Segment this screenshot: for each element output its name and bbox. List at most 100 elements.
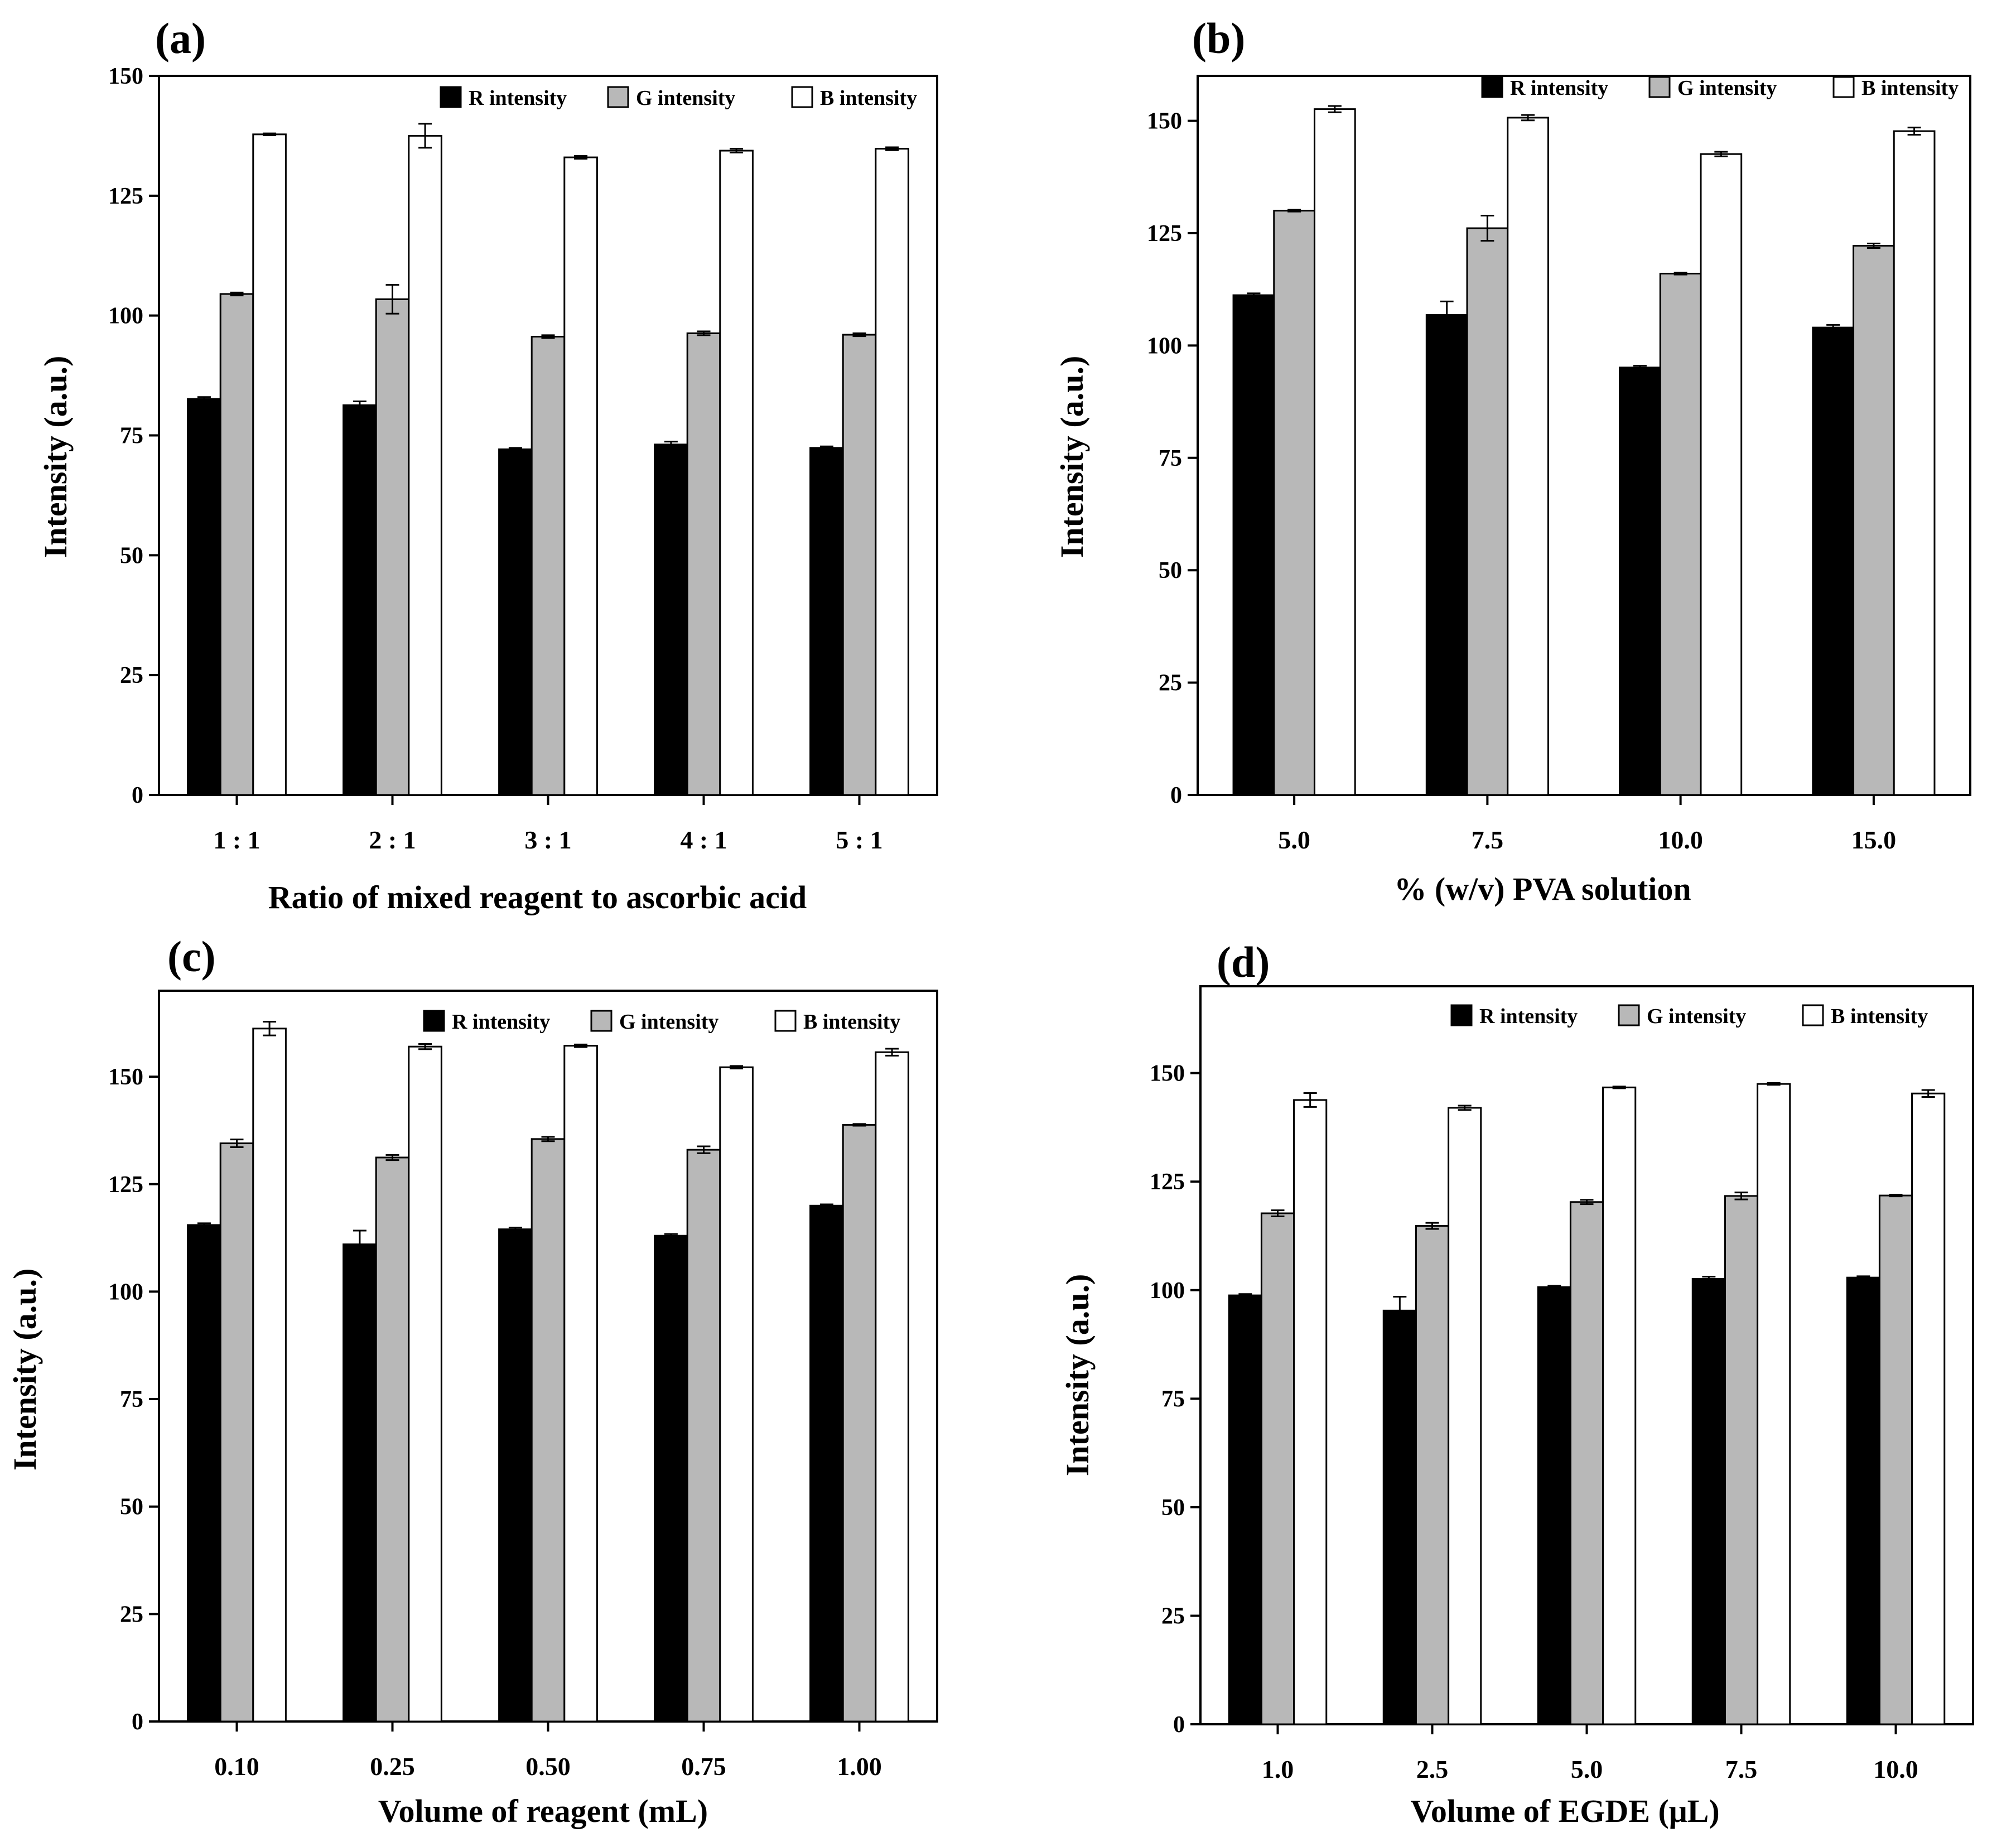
legend-swatch-b — [1802, 1004, 1824, 1026]
bar-b-intensity — [1293, 1099, 1328, 1725]
bar-r-intensity — [1425, 314, 1468, 796]
legend-swatch-g — [1648, 76, 1671, 98]
bar-r-intensity — [187, 1224, 221, 1723]
legend-swatch-g — [590, 1010, 612, 1032]
bar-r-intensity — [1812, 326, 1855, 796]
bar-b-intensity — [875, 148, 909, 796]
bar-b-intensity — [252, 1028, 287, 1723]
bar-g-intensity — [530, 1138, 566, 1723]
bar-g-intensity — [1260, 1212, 1295, 1725]
y-tick-label: 150 — [108, 64, 143, 89]
bar-r-intensity — [654, 1234, 688, 1723]
legend-label: G intensity — [619, 1010, 718, 1034]
bar-r-intensity — [1537, 1286, 1571, 1725]
bar-g-intensity — [1724, 1195, 1759, 1725]
bar-r-intensity — [1846, 1276, 1880, 1725]
legend-swatch-b — [1832, 76, 1855, 98]
legend-swatch-r — [1481, 76, 1503, 98]
legend-swatch-b — [774, 1010, 797, 1032]
bar-g-intensity — [1415, 1225, 1450, 1725]
bar-b-intensity — [719, 150, 754, 796]
bar-r-intensity — [809, 447, 844, 796]
bar-b-intensity — [1700, 153, 1743, 796]
x-tick-label: 10.0 — [1873, 1755, 1918, 1783]
bar-r-intensity — [654, 443, 688, 796]
x-tick-label: 2 : 1 — [369, 826, 416, 854]
bar-g-intensity — [686, 332, 721, 796]
y-tick-label: 125 — [108, 1172, 143, 1198]
y-tick-label: 50 — [120, 543, 143, 568]
panel-d: (d) 0 25 50 75 100 125 150 1.0 2.5 5.0 7.5 10.0 R in… — [1008, 924, 2016, 1847]
bar-g-intensity — [219, 293, 254, 796]
x-axis-label: Ratio of mixed reagent to ascorbic acid — [268, 879, 807, 915]
y-axis-label: Intensity (a.u.) — [1059, 1274, 1096, 1477]
legend-swatch-r — [440, 86, 462, 108]
chart-svg: 0 25 50 75 100 125 150 5.0 7.5 10.0 15.0 R intensit… — [1147, 75, 1971, 854]
x-tick-label: 0.50 — [525, 1752, 571, 1781]
legend-swatch-r — [1450, 1004, 1473, 1026]
y-tick-label: 25 — [120, 663, 143, 688]
bar-r-intensity — [1382, 1309, 1417, 1725]
bar-r-intensity — [1228, 1294, 1262, 1725]
legend-label: R intensity — [1479, 1005, 1578, 1028]
x-tick-label: 0.75 — [681, 1752, 726, 1781]
bar-g-intensity — [686, 1149, 721, 1723]
legend-label: G intensity — [1647, 1005, 1746, 1028]
y-tick-label: 50 — [1161, 1495, 1185, 1521]
y-tick-label: 100 — [108, 1279, 143, 1305]
y-tick-label: 25 — [1159, 671, 1182, 696]
y-axis-label: Intensity (a.u.) — [37, 355, 74, 558]
legend-label: B intensity — [1861, 76, 1959, 100]
y-tick-label: 75 — [1161, 1386, 1185, 1412]
y-tick-label: 0 — [1170, 783, 1182, 808]
y-tick-label: 50 — [120, 1494, 143, 1520]
panel-label: (d) — [1217, 938, 1270, 986]
panel-c: (c) 0 25 50 75 100 125 150 0.10 0.25 0.50 0.75 1.00… — [0, 924, 1008, 1847]
x-axis-label: Volume of reagent (mL) — [378, 1793, 708, 1829]
bar-r-intensity — [1232, 294, 1275, 796]
panel-a: (a) 0 25 50 75 100 125 150 1 : 1 2 : 1 3 : 1 4 : 1… — [0, 0, 1008, 924]
y-axis-label: Intensity (a.u.) — [7, 1268, 43, 1471]
legend-label: R intensity — [452, 1010, 550, 1034]
legend-label: B intensity — [820, 86, 917, 110]
panel-label: (b) — [1192, 14, 1246, 62]
bar-b-intensity — [1507, 117, 1549, 796]
y-tick-label: 25 — [120, 1602, 143, 1627]
y-tick-label: 0 — [1173, 1712, 1185, 1738]
y-tick-label: 125 — [1147, 221, 1182, 247]
bar-r-intensity — [187, 398, 221, 796]
x-tick-label: 2.5 — [1416, 1755, 1449, 1783]
chart-svg: 0 25 50 75 100 125 150 1.0 2.5 5.0 7.5 10.0 R intens… — [1150, 985, 1974, 1783]
y-tick-label: 50 — [1159, 558, 1182, 583]
plot-frame — [1197, 75, 1971, 796]
bar-g-intensity — [1878, 1194, 1913, 1725]
bar-g-intensity — [375, 1156, 410, 1723]
x-tick-label: 7.5 — [1472, 826, 1504, 854]
panel-label: (a) — [155, 14, 206, 62]
x-tick-label: 3 : 1 — [524, 826, 571, 854]
bar-r-intensity — [809, 1204, 844, 1723]
bar-b-intensity — [1757, 1083, 1791, 1725]
bar-g-intensity — [1659, 272, 1702, 796]
y-tick-label: 150 — [108, 1064, 143, 1090]
bar-b-intensity — [1893, 130, 1936, 796]
y-tick-label: 100 — [1150, 1278, 1185, 1304]
y-tick-label: 150 — [1147, 109, 1182, 134]
legend-label: G intensity — [1677, 76, 1777, 100]
legend-label: B intensity — [1831, 1005, 1928, 1028]
x-tick-label: 0.10 — [214, 1752, 259, 1781]
bar-b-intensity — [1313, 108, 1356, 796]
bar-g-intensity — [375, 298, 410, 796]
x-tick-label: 7.5 — [1725, 1755, 1758, 1783]
bar-g-intensity — [1853, 245, 1895, 796]
y-tick-label: 125 — [108, 184, 143, 209]
bar-r-intensity — [1691, 1278, 1726, 1725]
x-axis-label: % (w/v) PVA solution — [1394, 871, 1691, 907]
bar-r-intensity — [343, 1243, 377, 1723]
y-tick-label: 25 — [1161, 1603, 1185, 1629]
bar-g-intensity — [1466, 227, 1509, 796]
y-tick-label: 0 — [132, 1709, 143, 1735]
panel-b: (b) 0 25 50 75 100 125 150 5.0 7.5 10.0 15.0 R inte… — [1008, 0, 2016, 924]
bar-r-intensity — [343, 404, 377, 796]
x-tick-label: 1.0 — [1262, 1755, 1294, 1783]
